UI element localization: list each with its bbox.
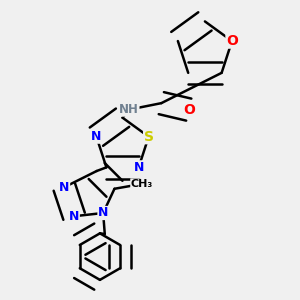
Text: N: N bbox=[98, 206, 108, 220]
Text: NH: NH bbox=[119, 103, 139, 116]
Text: O: O bbox=[226, 34, 238, 48]
Text: S: S bbox=[144, 130, 154, 144]
Text: N: N bbox=[91, 130, 102, 143]
Text: N: N bbox=[69, 210, 79, 223]
Text: CH₃: CH₃ bbox=[131, 179, 153, 189]
Text: N: N bbox=[59, 181, 70, 194]
Text: N: N bbox=[134, 161, 144, 174]
Text: O: O bbox=[183, 103, 195, 117]
